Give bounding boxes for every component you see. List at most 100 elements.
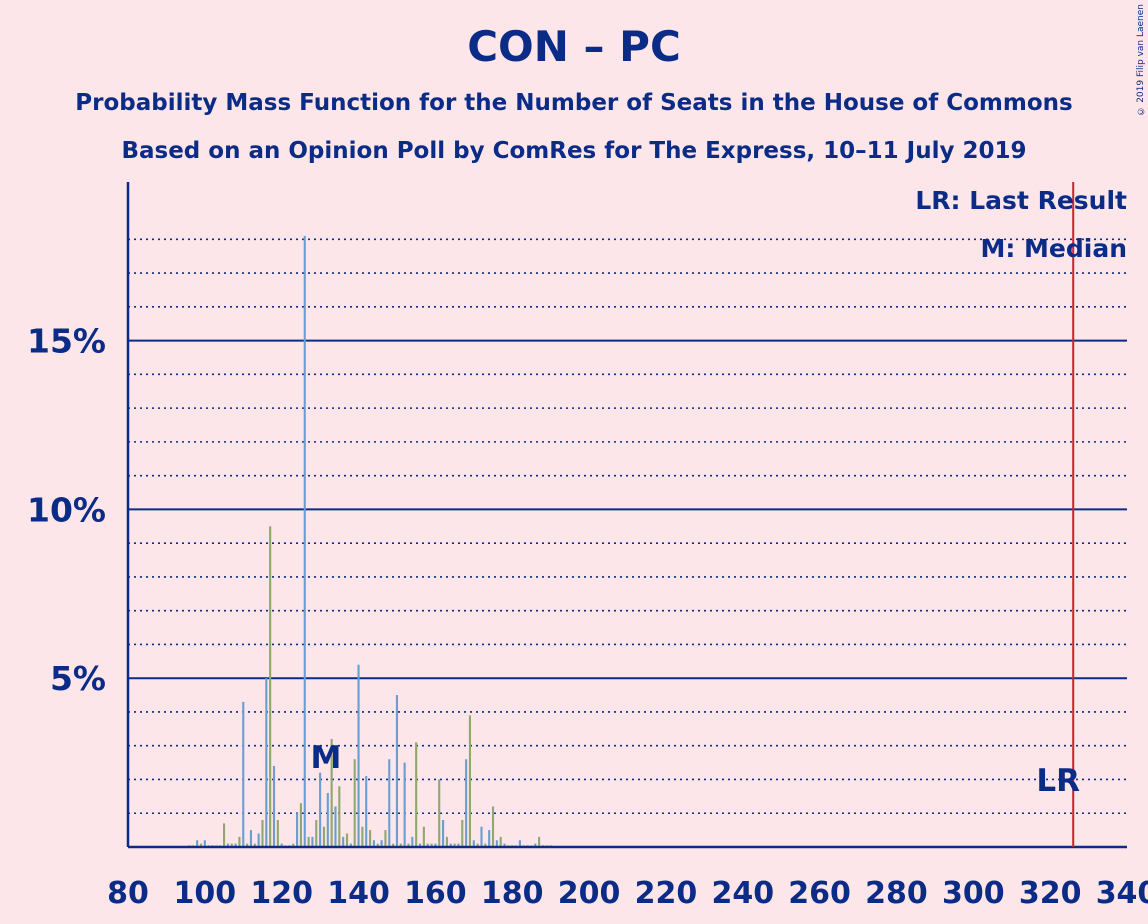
x-tick-label: 300 <box>942 876 1005 911</box>
bar <box>476 843 479 847</box>
bar <box>257 833 260 847</box>
bar <box>253 843 256 847</box>
axes: 5% 10% 15% 80 100 120 140 160 180 200 220 240 260 280… <box>27 182 1148 911</box>
bar <box>299 803 302 847</box>
bar <box>369 830 372 847</box>
bar <box>384 830 387 847</box>
x-tick-label: 80 <box>107 876 149 911</box>
x-tick-label: 140 <box>327 876 390 911</box>
bar <box>249 830 253 847</box>
bar <box>472 840 475 847</box>
bar <box>418 843 422 847</box>
bar <box>395 695 399 847</box>
bar <box>246 843 249 847</box>
bar <box>468 715 472 847</box>
bar <box>357 664 360 847</box>
x-tick-label: 220 <box>635 876 698 911</box>
bar <box>426 843 429 847</box>
bar <box>465 759 468 847</box>
bar <box>230 843 233 847</box>
bar <box>453 843 456 847</box>
x-tick-label: 280 <box>865 876 928 911</box>
x-tick-label: 180 <box>481 876 544 911</box>
bar <box>445 836 448 847</box>
x-tick-label: 160 <box>404 876 467 911</box>
bar <box>442 819 445 847</box>
bar <box>538 836 541 847</box>
legend-median: M: Median <box>980 234 1127 263</box>
legend-last-result: LR: Last Result <box>915 186 1127 215</box>
bar <box>326 792 329 847</box>
bar <box>491 806 495 847</box>
bar <box>388 759 391 847</box>
bar <box>457 843 460 847</box>
bar <box>415 742 418 847</box>
y-tick-label: 10% <box>27 490 106 529</box>
bar <box>376 843 379 847</box>
bar <box>392 843 395 847</box>
chart-subtitle-2: Based on an Opinion Poll by ComRes for T… <box>121 138 1027 164</box>
gridlines <box>128 238 1127 815</box>
bar <box>361 826 364 847</box>
bar <box>461 819 464 847</box>
x-tick-label: 320 <box>1019 876 1082 911</box>
bar <box>272 765 276 847</box>
x-tick-label: 340 <box>1096 876 1148 911</box>
bar <box>434 843 437 847</box>
bars <box>188 235 552 848</box>
last-result-label: LR <box>1036 763 1080 799</box>
bar <box>372 840 375 847</box>
bar <box>238 836 241 847</box>
bar <box>422 826 425 847</box>
bar <box>399 843 402 847</box>
x-tick-label: 120 <box>250 876 313 911</box>
y-tick-label: 15% <box>27 322 106 361</box>
chart-subtitle-1: Probability Mass Function for the Number… <box>75 90 1073 116</box>
bar <box>322 826 326 847</box>
bar <box>480 826 483 847</box>
bar <box>296 813 299 847</box>
bar <box>226 843 229 847</box>
bar <box>353 759 356 847</box>
bar <box>499 836 502 847</box>
bar <box>330 738 333 847</box>
x-tick-label: 240 <box>711 876 774 911</box>
bar <box>495 840 498 847</box>
bar <box>488 830 491 847</box>
bar <box>307 836 310 847</box>
bar <box>319 772 322 847</box>
bar <box>365 776 368 847</box>
bar <box>280 843 283 847</box>
bar <box>345 833 349 847</box>
bar <box>338 786 341 847</box>
bar <box>303 235 306 848</box>
median-label: M <box>311 740 342 776</box>
bar <box>234 843 237 847</box>
bar <box>276 819 279 847</box>
bar <box>261 819 264 847</box>
bar <box>518 840 521 847</box>
bar <box>449 843 452 847</box>
bar <box>242 701 245 847</box>
x-tick-label: 100 <box>174 876 237 911</box>
bar <box>334 806 337 847</box>
markers: LR M LR: Last Result M: Median <box>311 182 1127 847</box>
bar <box>349 843 352 847</box>
bar <box>269 526 272 847</box>
bar <box>292 843 295 847</box>
bar <box>430 843 433 847</box>
x-tick-label: 200 <box>558 876 621 911</box>
bar <box>411 836 414 847</box>
bar <box>199 843 203 847</box>
bar <box>223 823 226 847</box>
bar <box>534 843 537 847</box>
bar <box>265 678 268 847</box>
bar <box>315 819 318 847</box>
bar <box>203 840 206 847</box>
x-tick-label: 260 <box>788 876 851 911</box>
y-tick-label: 5% <box>50 659 106 698</box>
bar <box>196 840 199 847</box>
bar <box>503 843 506 847</box>
bar <box>380 840 383 847</box>
